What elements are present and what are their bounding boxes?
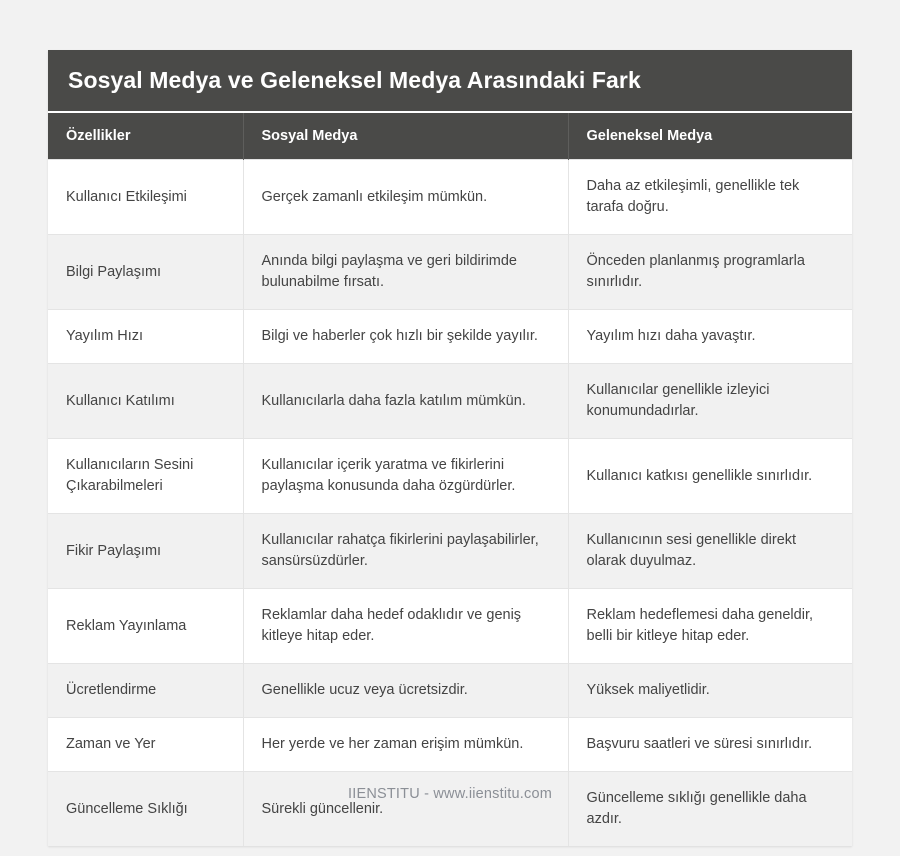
cell-traditional-media: Kullanıcılar genellikle izleyici konumun…: [567, 363, 853, 439]
cell-traditional-media: Yayılım hızı daha yavaştır.: [567, 309, 853, 364]
cell-feature: Bilgi Paylaşımı: [48, 234, 243, 310]
cell-feature: Yayılım Hızı: [48, 309, 243, 364]
cell-feature: Zaman ve Yer: [48, 717, 243, 772]
table-row: Yayılım Hızı Bilgi ve haberler çok hızlı …: [48, 309, 853, 364]
column-header-traditional-media: Geleneksel Medya: [567, 112, 853, 160]
cell-social-media: Bilgi ve haberler çok hızlı bir şekilde …: [242, 309, 568, 364]
table-row: Reklam Yayınlama Reklamlar daha hedef oda…: [48, 588, 853, 664]
table-row: Zaman ve Yer Her yerde ve her zaman erişi…: [48, 717, 853, 772]
column-header-social-media: Sosyal Medya: [242, 112, 568, 160]
cell-feature: Kullanıcıların Sesini Çıkarabilmeleri: [48, 438, 243, 514]
cell-social-media: Gerçek zamanlı etkileşim mümkün.: [242, 158, 568, 235]
cell-traditional-media: Daha az etkileşimli, genellikle tek tara…: [567, 158, 853, 235]
cell-social-media: Her yerde ve her zaman erişim mümkün.: [242, 717, 568, 772]
table-row: Fikir Paylaşımı Kullanıcılar rahatça fiki…: [48, 513, 853, 589]
table-head: Sosyal Medya ve Geleneksel Medya Arasınd…: [48, 50, 853, 160]
comparison-table-container: Sosyal Medya ve Geleneksel Medya Arasınd…: [48, 50, 853, 847]
cell-traditional-media: Reklam hedeflemesi daha geneldir, belli …: [567, 588, 853, 664]
cell-traditional-media: Önceden planlanmış programlarla sınırlıd…: [567, 234, 853, 310]
cell-social-media: Sürekli güncellenir.: [242, 771, 568, 847]
table-row: Güncelleme Sıklığı Sürekli güncellenir. Gü…: [48, 771, 853, 847]
cell-traditional-media: Yüksek maliyetlidir.: [567, 663, 853, 718]
footer-attribution: IIENSTITU - www.iienstitu.com: [348, 786, 552, 802]
cell-social-media: Genellikle ucuz veya ücretsizdir.: [242, 663, 568, 718]
cell-feature: Ücretlendirme: [48, 663, 243, 718]
cell-feature: Kullanıcı Katılımı: [48, 363, 243, 439]
cell-traditional-media: Başvuru saatleri ve süresi sınırlıdır.: [567, 717, 853, 772]
table-header-row: Özellikler Sosyal Medya Geleneksel Medya: [48, 112, 853, 160]
table-row: Bilgi Paylaşımı Anında bilgi paylaşma ve …: [48, 234, 853, 310]
page-title: Sosyal Medya ve Geleneksel Medya Arasınd…: [48, 50, 853, 112]
cell-social-media: Reklamlar daha hedef odaklıdır ve geniş …: [242, 588, 568, 664]
table-row: Ücretlendirme Genellikle ucuz veya ücrets…: [48, 663, 853, 718]
cell-feature: Reklam Yayınlama: [48, 588, 243, 664]
cell-feature: Güncelleme Sıklığı: [48, 771, 243, 847]
table-row: Kullanıcı Katılımı Kullanıcılarla daha fa…: [48, 363, 853, 439]
cell-feature: Kullanıcı Etkileşimi: [48, 158, 243, 235]
cell-traditional-media: Güncelleme sıklığı genellikle daha azdır…: [567, 771, 853, 847]
cell-traditional-media: Kullanıcı katkısı genellikle sınırlıdır.: [567, 438, 853, 514]
cell-feature: Fikir Paylaşımı: [48, 513, 243, 589]
table-body: Kullanıcı Etkileşimi Gerçek zamanlı etkil…: [48, 158, 853, 847]
cell-social-media: Kullanıcılar içerik yaratma ve fikirleri…: [242, 438, 568, 514]
table-row: Kullanıcıların Sesini Çıkarabilmeleri Kul…: [48, 438, 853, 514]
comparison-table: Sosyal Medya ve Geleneksel Medya Arasınd…: [48, 50, 853, 847]
table-title-row: Sosyal Medya ve Geleneksel Medya Arasınd…: [48, 50, 853, 112]
cell-social-media: Kullanıcılarla daha fazla katılım mümkün…: [242, 363, 568, 439]
cell-social-media: Anında bilgi paylaşma ve geri bildirimde…: [242, 234, 568, 310]
table-row: Kullanıcı Etkileşimi Gerçek zamanlı etkil…: [48, 158, 853, 235]
column-header-features: Özellikler: [48, 112, 243, 160]
cell-social-media: Kullanıcılar rahatça fikirlerini paylaşa…: [242, 513, 568, 589]
cell-traditional-media: Kullanıcının sesi genellikle direkt olar…: [567, 513, 853, 589]
